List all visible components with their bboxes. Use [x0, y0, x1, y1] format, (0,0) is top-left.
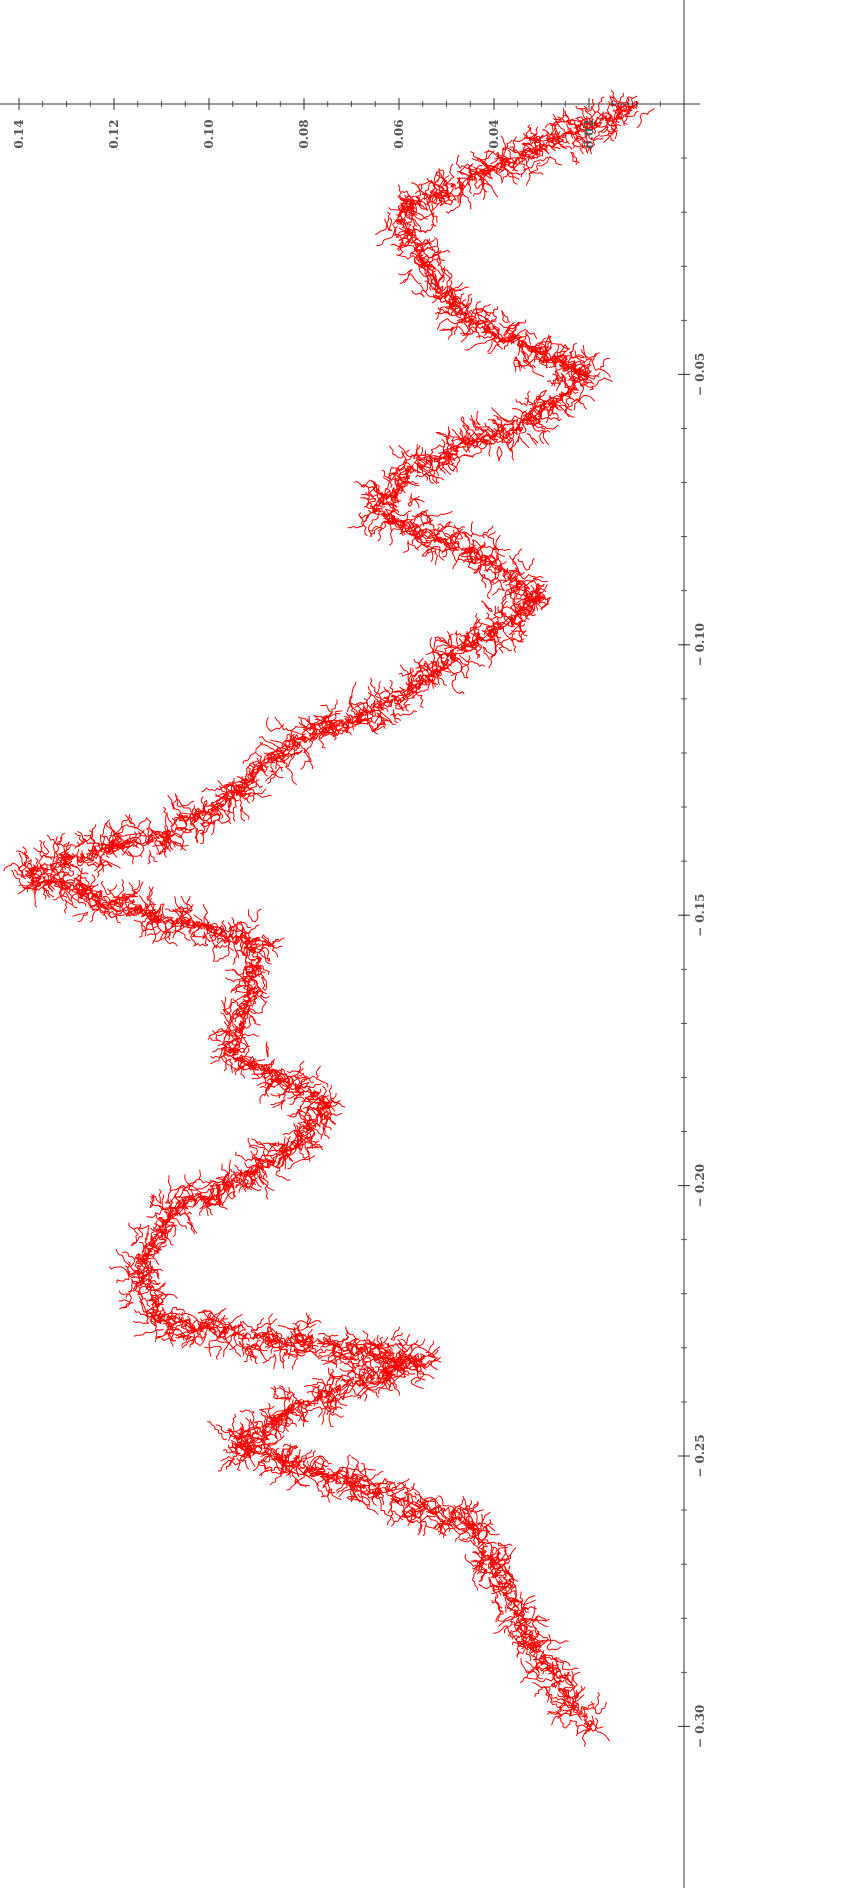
fractal-curve-series [3, 89, 655, 1747]
y-tick-label: 0.08 [297, 119, 311, 148]
x-tick-label: − 0.30 [693, 1705, 707, 1748]
x-tick-label: − 0.10 [693, 623, 707, 666]
axes [0, 0, 700, 1888]
y-tick-label: 0.12 [107, 119, 121, 148]
y-tick-label: 0.10 [202, 119, 216, 148]
x-tick-label: − 0.20 [693, 1164, 707, 1207]
y-tick-label: 0.02 [582, 119, 596, 148]
y-tick-label: 0.04 [487, 119, 501, 148]
y-tick-label: 0.14 [12, 119, 26, 148]
axis-ticks: − 0.30 − 0.25 − 0.20 − 0.15 − 0.10 − 0.05 0.02… [12, 98, 707, 1748]
x-tick-label: − 0.15 [693, 893, 707, 936]
fractal-curve-path [3, 89, 655, 1747]
x-tick-label: − 0.25 [693, 1434, 707, 1477]
x-tick-label: − 0.05 [693, 353, 707, 396]
y-tick-label: 0.06 [392, 119, 406, 148]
